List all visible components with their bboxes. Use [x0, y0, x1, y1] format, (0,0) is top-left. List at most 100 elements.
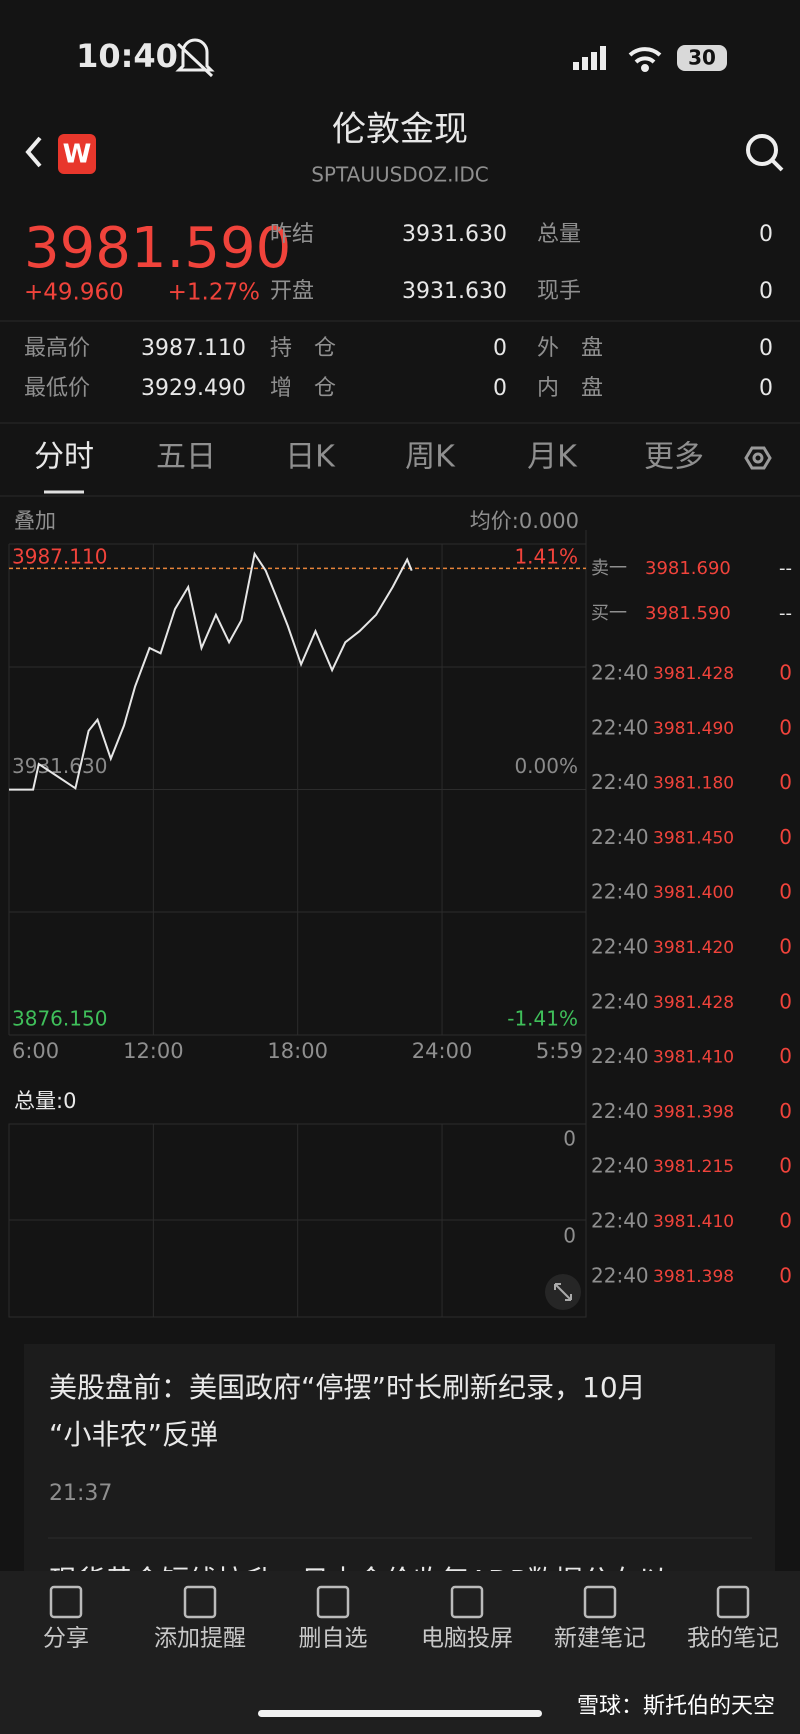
last-price: 3981.590	[24, 216, 291, 281]
expand-button[interactable]	[545, 1274, 581, 1310]
field-label: 开盘	[270, 279, 314, 304]
toolbar-label[interactable]: 电脑投屏	[421, 1626, 513, 1652]
trade-volume: 0	[779, 825, 792, 849]
volume-tick: 0	[563, 1127, 576, 1151]
x-tick-label: 12:00	[123, 1039, 184, 1063]
tab[interactable]: 周K	[405, 440, 456, 475]
x-tick-label: 6:00	[12, 1039, 59, 1063]
stat-value: 0	[759, 376, 773, 401]
news-card[interactable]	[24, 1344, 775, 1584]
back-button[interactable]	[25, 136, 42, 168]
trade-price: 3981.428	[653, 993, 734, 1013]
toolbar-label[interactable]: 分享	[43, 1626, 89, 1652]
signal-icon	[573, 46, 606, 70]
avg-label: 均价:0.000	[470, 509, 579, 533]
toolbar-icon	[583, 1585, 617, 1619]
field-label: 昨结	[270, 222, 314, 247]
field-value: 0	[759, 279, 773, 304]
overlay-label[interactable]: 叠加	[14, 509, 56, 533]
trade-time: 22:40	[591, 715, 649, 739]
search-button[interactable]	[746, 134, 784, 172]
trade-time: 22:40	[591, 880, 649, 904]
toolbar-icon	[49, 1585, 83, 1619]
stat-label: 内 盘	[537, 376, 603, 401]
trade-time: 22:40	[591, 1099, 649, 1123]
y-tick-label: 3931.630	[12, 754, 107, 778]
toolbar-item[interactable]: 删自选	[299, 1585, 368, 1652]
toolbar-item[interactable]: 电脑投屏	[421, 1585, 513, 1652]
toolbar	[0, 1571, 800, 1734]
tab[interactable]: 更多	[644, 440, 704, 475]
toolbar-item[interactable]: 新建笔记	[554, 1585, 646, 1652]
change-percent: +1.27%	[168, 280, 260, 306]
trade-volume: 0	[779, 1154, 792, 1178]
trade-price: 3981.410	[653, 1212, 734, 1232]
toolbar-label[interactable]: 添加提醒	[154, 1626, 246, 1652]
book-price: 3981.590	[645, 603, 731, 624]
trade-price: 3981.450	[653, 828, 734, 848]
stat-value: 0	[759, 336, 773, 361]
stat-label: 持 仓	[270, 336, 336, 361]
trade-time: 22:40	[591, 935, 649, 959]
change: +49.960	[24, 280, 124, 306]
logo-letter: W	[63, 140, 92, 170]
stat-value: 0	[493, 336, 507, 361]
field-label: 现手	[537, 279, 581, 304]
clock: 10:40	[76, 37, 178, 75]
title: 伦敦金现	[332, 110, 468, 150]
stat-label: 最高价	[24, 336, 90, 361]
y2-tick-label: 1.41%	[514, 545, 578, 569]
stat-value: 0	[493, 376, 507, 401]
toolbar-label[interactable]: 新建笔记	[554, 1626, 646, 1652]
stat-label: 增 仓	[270, 376, 336, 401]
trade-price: 3981.180	[653, 774, 734, 794]
trade-volume: 0	[779, 935, 792, 959]
trade-time: 22:40	[591, 770, 649, 794]
trade-price: 3981.398	[653, 1267, 734, 1287]
news-title[interactable]: “小非农”反弹	[49, 1418, 218, 1451]
trade-price: 3981.400	[653, 883, 734, 903]
toolbar-item[interactable]: 分享	[43, 1585, 89, 1652]
wifi-icon	[628, 47, 662, 72]
trade-price: 3981.420	[653, 938, 734, 958]
news-title[interactable]: 美股盘前：美国政府“停摆”时长刷新纪录，10月	[49, 1371, 646, 1404]
tab[interactable]: 月K	[527, 440, 578, 475]
trade-price: 3981.428	[653, 664, 734, 684]
logo	[58, 134, 96, 174]
toolbar-label[interactable]: 我的笔记	[687, 1626, 779, 1652]
settings-icon[interactable]	[744, 446, 772, 470]
home-indicator	[258, 1710, 542, 1717]
trade-time: 22:40	[591, 1044, 649, 1068]
toolbar-icon	[450, 1585, 484, 1619]
x-tick-label: 5:59	[536, 1039, 583, 1063]
toolbar-label[interactable]: 删自选	[299, 1626, 368, 1652]
toolbar-icon	[316, 1585, 350, 1619]
volume-label: 总量:0	[14, 1089, 76, 1113]
tab[interactable]: 分时	[34, 440, 94, 475]
trade-price: 3981.410	[653, 1048, 734, 1068]
toolbar-item[interactable]: 我的笔记	[687, 1585, 779, 1652]
trade-volume: 0	[779, 1209, 792, 1233]
y-tick-label: 3987.110	[12, 545, 107, 569]
toolbar-item[interactable]: 添加提醒	[154, 1585, 246, 1652]
trade-time: 22:40	[591, 1209, 649, 1233]
trade-volume: 0	[779, 1099, 792, 1123]
trade-time: 22:40	[591, 1154, 649, 1178]
trade-price: 3981.215	[653, 1157, 734, 1177]
y2-tick-label: -1.41%	[507, 1007, 578, 1031]
tab[interactable]: 五日	[156, 440, 216, 475]
trade-time: 22:40	[591, 825, 649, 849]
field-label: 总量	[537, 222, 581, 247]
tab[interactable]: 日K	[285, 440, 336, 475]
trade-volume: 0	[779, 880, 792, 904]
trade-time: 22:40	[591, 1263, 649, 1287]
stat-label: 外 盘	[537, 336, 603, 361]
watermark: 雪球：斯托伯的天空	[577, 1694, 775, 1719]
trade-volume: 0	[779, 989, 792, 1013]
y2-tick-label: 0.00%	[514, 754, 578, 778]
battery	[677, 45, 727, 71]
trade-volume: 0	[779, 715, 792, 739]
trade-volume: 0	[779, 1044, 792, 1068]
trade-time: 22:40	[591, 661, 649, 685]
